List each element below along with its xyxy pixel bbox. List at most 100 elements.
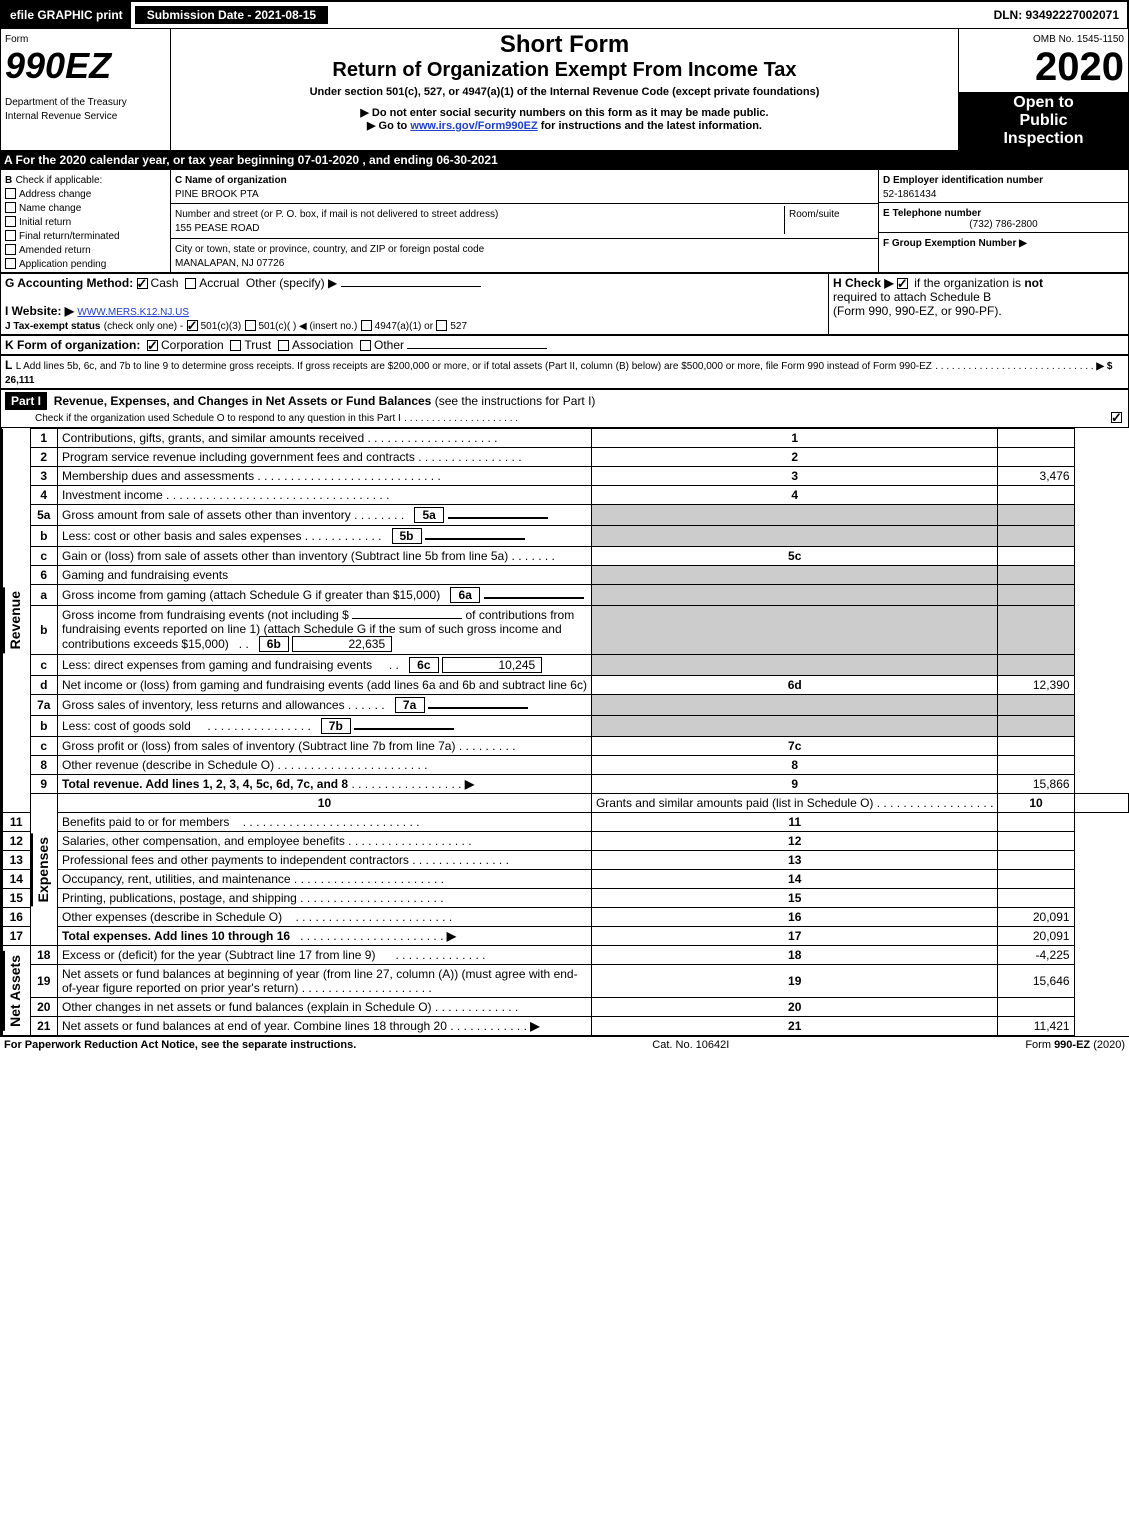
ln-6-d: Gaming and fundraising events <box>62 568 228 582</box>
ln-5a-n: 5a <box>30 505 58 526</box>
form-word: Form <box>5 34 28 45</box>
ln-2-r: 2 <box>591 448 997 467</box>
ln-7b-bv <box>354 728 454 730</box>
ln-12-v <box>998 832 1074 851</box>
gh-block: G Accounting Method: Cash Accrual Other … <box>0 273 1129 335</box>
ln-17-r: 17 <box>591 927 997 946</box>
form-header: Form 990EZ Short Form Return of Organiza… <box>0 28 1129 151</box>
cb-corp[interactable] <box>147 340 158 351</box>
ln-5b-n: b <box>30 526 58 547</box>
ln-9-n: 9 <box>30 775 58 794</box>
ln-10-v <box>1074 794 1128 813</box>
cb-accrual[interactable] <box>185 278 196 289</box>
website-link[interactable]: WWW.MERS.K12.NJ.US <box>77 307 189 318</box>
dept-treasury: Department of the Treasury <box>5 97 127 108</box>
ln-6-n: 6 <box>30 566 58 585</box>
submission-date: Submission Date - 2021-08-15 <box>133 4 330 26</box>
ln-5b-d: Less: cost or other basis and sales expe… <box>62 529 301 543</box>
ln-10-d: Grants and similar amounts paid (list in… <box>596 796 873 810</box>
efile-label[interactable]: efile GRAPHIC print <box>2 2 131 28</box>
cb-address-change[interactable] <box>5 188 16 199</box>
ln-7b-n: b <box>30 716 58 737</box>
ln-6d-v: 12,390 <box>998 676 1074 695</box>
dln-label: DLN: 93492227002071 <box>986 2 1127 28</box>
ln-15-n: 15 <box>3 889 31 908</box>
ln-3-n: 3 <box>30 467 58 486</box>
ln-2-v <box>998 448 1074 467</box>
ln-1-r: 1 <box>591 429 997 448</box>
ln-7b-d: Less: cost of goods sold <box>62 719 191 733</box>
ln-4-n: 4 <box>30 486 58 505</box>
cb-initial-return[interactable] <box>5 216 16 227</box>
ln-12-r: 12 <box>591 832 997 851</box>
cb-cash[interactable] <box>137 278 148 289</box>
ln-3-v: 3,476 <box>998 467 1074 486</box>
ln-17-v: 20,091 <box>998 927 1074 946</box>
ln-20-d: Other changes in net assets or fund bala… <box>62 1000 432 1014</box>
ln-13-d: Professional fees and other payments to … <box>62 853 409 867</box>
ln-7a-n: 7a <box>30 695 58 716</box>
ln-21-arrow: ▶ <box>530 1019 539 1033</box>
ln-20-n: 20 <box>30 998 58 1017</box>
cb-assoc[interactable] <box>278 340 289 351</box>
h-pre: H Check ▶ <box>833 276 897 290</box>
l-text: L Add lines 5b, 6c, and 7b to line 9 to … <box>16 361 932 372</box>
i-label: I Website: ▶ <box>5 304 74 318</box>
cb-name-change[interactable] <box>5 202 16 213</box>
ln-7a-bv <box>428 707 528 709</box>
ln-20-v <box>998 998 1074 1017</box>
cb-other-org[interactable] <box>360 340 371 351</box>
cb-final-return[interactable] <box>5 230 16 241</box>
ln-19-n: 19 <box>30 965 58 998</box>
ln-8-d: Other revenue (describe in Schedule O) <box>62 758 274 772</box>
ln-5c-n: c <box>30 547 58 566</box>
b-label: Check if applicable: <box>16 175 103 186</box>
irs-link[interactable]: www.irs.gov/Form990EZ <box>410 120 537 132</box>
ln-3-r: 3 <box>591 467 997 486</box>
cb-pending[interactable] <box>5 258 16 269</box>
title-return: Return of Organization Exempt From Incom… <box>175 59 954 82</box>
top-bar: efile GRAPHIC print Submission Date - 20… <box>0 0 1129 28</box>
ln-18-n: 18 <box>30 946 58 965</box>
public: Public <box>963 112 1124 130</box>
cb-527[interactable] <box>436 320 447 331</box>
omb-label: OMB No. 1545-1150 <box>1033 34 1124 45</box>
j-label: J Tax-exempt status <box>5 321 100 332</box>
ln-13-r: 13 <box>591 851 997 870</box>
cb-trust[interactable] <box>230 340 241 351</box>
ln-14-r: 14 <box>591 870 997 889</box>
ln-20-r: 20 <box>591 998 997 1017</box>
ln-5a-d: Gross amount from sale of assets other t… <box>62 508 351 522</box>
g-label: G Accounting Method: <box>5 276 133 290</box>
section-a-tax-year: A For the 2020 calendar year, or tax yea… <box>0 151 1129 169</box>
ln-9-arrow: ▶ <box>465 777 474 791</box>
ln-7b-box: 7b <box>321 718 351 734</box>
ln-12-n: 12 <box>3 832 31 851</box>
part-i-sub: (see the instructions for Part I) <box>435 394 596 408</box>
ln-4-d: Investment income <box>62 488 163 502</box>
cb-schedule-o[interactable] <box>1111 412 1122 423</box>
ln-17-arrow: ▶ <box>447 929 456 943</box>
ln-11-r: 11 <box>591 813 997 832</box>
cb-501c3[interactable] <box>187 320 198 331</box>
ln-10-n: 10 <box>58 794 592 813</box>
ln-16-v: 20,091 <box>998 908 1074 927</box>
h-line3: (Form 990, 990-EZ, or 990-PF). <box>833 304 1002 318</box>
ln-18-r: 18 <box>591 946 997 965</box>
part-i-label: Part I <box>5 392 47 410</box>
ln-5c-v <box>998 547 1074 566</box>
ln-6d-r: 6d <box>591 676 997 695</box>
ln-9-r: 9 <box>591 775 997 794</box>
ln-5b-box: 5b <box>392 528 422 544</box>
cb-4947[interactable] <box>361 320 372 331</box>
title-short-form: Short Form <box>175 31 954 59</box>
ln-19-r: 19 <box>591 965 997 998</box>
d-label: D Employer identification number <box>883 175 1043 186</box>
cb-schedule-b[interactable] <box>897 278 908 289</box>
ln-3-d: Membership dues and assessments <box>62 469 254 483</box>
ln-21-v: 11,421 <box>998 1017 1074 1036</box>
ln-8-v <box>998 756 1074 775</box>
ln-8-n: 8 <box>30 756 58 775</box>
cb-amended[interactable] <box>5 244 16 255</box>
cb-501c[interactable] <box>245 320 256 331</box>
